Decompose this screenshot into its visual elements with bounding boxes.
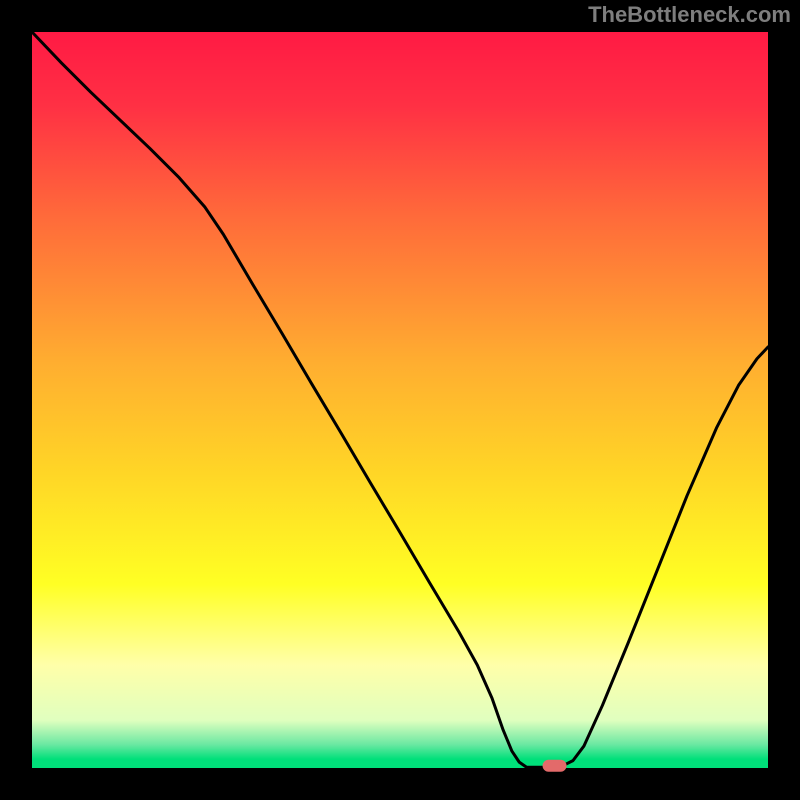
watermark: TheBottleneck.com [588, 2, 791, 27]
bottleneck-chart: TheBottleneck.com [0, 0, 800, 800]
optimal-marker [543, 760, 567, 772]
chart-svg: TheBottleneck.com [0, 0, 800, 800]
